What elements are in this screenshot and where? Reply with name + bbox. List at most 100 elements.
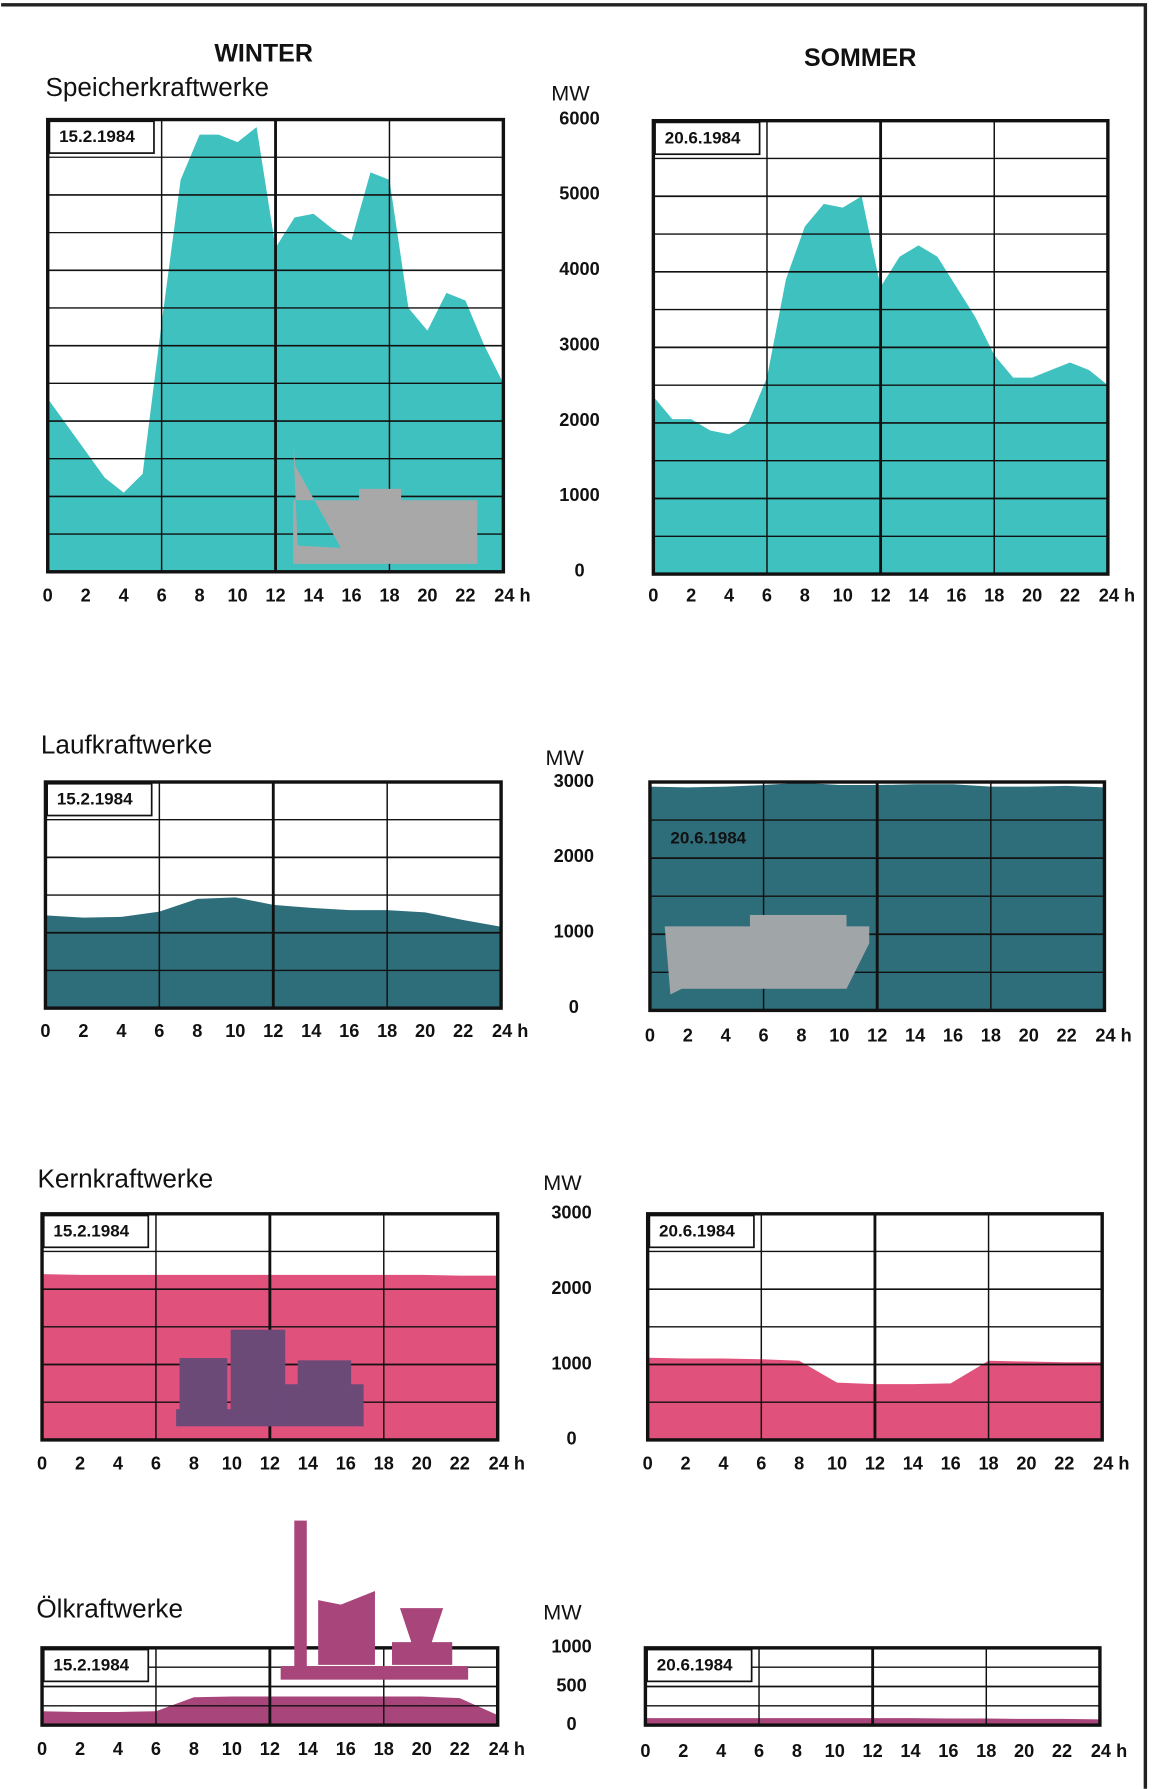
x-tick-label: 0	[40, 1021, 50, 1041]
x-tick-label: 14	[303, 586, 324, 606]
x-tick-label: 6	[151, 1454, 161, 1474]
y-tick-label: 1000	[559, 485, 599, 505]
date-label: 15.2.1984	[53, 1656, 129, 1675]
x-tick-label: 20	[415, 1021, 435, 1041]
x-tick-label: 6	[762, 586, 772, 606]
date-label: 20.6.1984	[659, 1221, 735, 1240]
x-tick-label: 20	[1019, 1025, 1039, 1045]
x-tick-label: 16	[938, 1741, 958, 1761]
plot-frame	[40, 1646, 500, 1727]
date-label: 20.6.1984	[657, 1656, 733, 1675]
x-tick-label: 20	[412, 1454, 432, 1474]
x-tick-label: 2	[78, 1021, 88, 1041]
x-tick-label: 8	[195, 586, 205, 606]
plot-frame	[648, 780, 1107, 1013]
y-tick-label: 3000	[551, 1203, 591, 1223]
plot-frame	[43, 780, 503, 1010]
date-box	[48, 120, 155, 154]
x-tick-label: 22	[453, 1021, 473, 1041]
y-axis-label: MW	[543, 1170, 582, 1195]
x-tick-label: 22	[450, 1454, 470, 1474]
x-tick-label: 10	[829, 1025, 849, 1045]
y-tick-label: 500	[556, 1675, 586, 1695]
x-tick-label: 4	[119, 586, 130, 606]
y-tick-label: 2000	[551, 1278, 591, 1298]
x-tick-label: 10	[222, 1454, 242, 1474]
x-tick-label: 24 h	[489, 1454, 525, 1474]
y-tick-label: 1000	[554, 922, 594, 942]
x-tick-label: 24 h	[1091, 1741, 1127, 1761]
x-tick-label: 16	[336, 1739, 356, 1759]
y-axis-label: MW	[543, 1599, 582, 1624]
y-tick-label: 1000	[551, 1637, 591, 1657]
x-tick-label: 24 h	[1095, 1025, 1131, 1045]
x-tick-label: 12	[260, 1454, 280, 1474]
x-tick-label: 8	[796, 1025, 806, 1045]
x-tick-label: 10	[222, 1739, 242, 1759]
x-tick-label: 16	[941, 1454, 961, 1474]
date-box	[46, 782, 153, 817]
x-tick-label: 12	[265, 586, 285, 606]
oil-plant-icon	[280, 1666, 469, 1680]
x-tick-label: 6	[754, 1741, 764, 1761]
x-tick-label: 12	[263, 1021, 283, 1041]
date-box	[646, 1648, 753, 1683]
plot-frame	[40, 1212, 500, 1442]
x-tick-label: 8	[192, 1021, 202, 1041]
x-tick-label: 20	[1014, 1741, 1034, 1761]
x-tick-label: 20	[412, 1739, 432, 1759]
frame	[1, 3, 1148, 1789]
x-tick-label: 4	[716, 1741, 727, 1761]
x-tick-label: 2	[683, 1025, 693, 1045]
y-axis-label: MW	[551, 80, 590, 105]
x-tick-label: 24 h	[1099, 586, 1135, 606]
x-tick-label: 4	[721, 1025, 732, 1045]
y-tick-label: 5000	[559, 184, 599, 204]
x-tick-label: 12	[867, 1025, 887, 1045]
x-tick-label: 18	[981, 1025, 1001, 1045]
x-tick-label: 4	[116, 1021, 127, 1041]
plot-frame	[46, 117, 506, 574]
x-tick-label: 16	[946, 586, 966, 606]
x-tick-label: 22	[1060, 586, 1080, 606]
x-tick-label: 14	[298, 1739, 319, 1759]
plot-frame	[645, 1212, 1104, 1442]
x-tick-label: 24 h	[489, 1739, 525, 1759]
date-label: 15.2.1984	[53, 1221, 129, 1240]
x-tick-label: 20	[1016, 1454, 1036, 1474]
x-tick-label: 18	[374, 1739, 394, 1759]
date-box	[654, 121, 761, 156]
x-tick-label: 14	[905, 1025, 926, 1045]
dam-icon	[404, 509, 468, 544]
y-tick-label: 0	[569, 997, 579, 1017]
x-tick-label: 10	[833, 586, 853, 606]
nuclear-plant-icon	[179, 1358, 228, 1415]
nuclear-plant-icon	[230, 1329, 286, 1421]
x-tick-label: 14	[908, 586, 929, 606]
x-tick-label: 6	[154, 1021, 164, 1041]
x-tick-label: 22	[455, 586, 475, 606]
date-label: 15.2.1984	[57, 790, 133, 809]
river-plant-icon	[749, 914, 847, 961]
date-label: 15.2.1984	[59, 127, 135, 146]
x-tick-label: 18	[984, 586, 1004, 606]
y-tick-label: 3000	[559, 334, 599, 354]
x-tick-label: 12	[865, 1454, 885, 1474]
x-tick-label: 14	[900, 1741, 921, 1761]
x-tick-label: 2	[81, 586, 91, 606]
oil-plant-icon	[294, 1520, 307, 1669]
x-tick-label: 14	[301, 1021, 322, 1041]
x-tick-label: 8	[794, 1454, 804, 1474]
x-tick-label: 10	[827, 1454, 847, 1474]
x-tick-label: 2	[686, 586, 696, 606]
x-tick-label: 16	[943, 1025, 963, 1045]
x-tick-label: 6	[157, 586, 167, 606]
x-tick-label: 10	[227, 586, 247, 606]
y-tick-label: 3000	[554, 771, 594, 791]
dam-icon	[359, 488, 402, 546]
x-tick-label: 20	[1022, 586, 1042, 606]
x-tick-label: 4	[724, 586, 735, 606]
x-tick-label: 18	[976, 1741, 996, 1761]
y-tick-label: 4000	[559, 259, 599, 279]
x-tick-label: 18	[377, 1021, 397, 1041]
